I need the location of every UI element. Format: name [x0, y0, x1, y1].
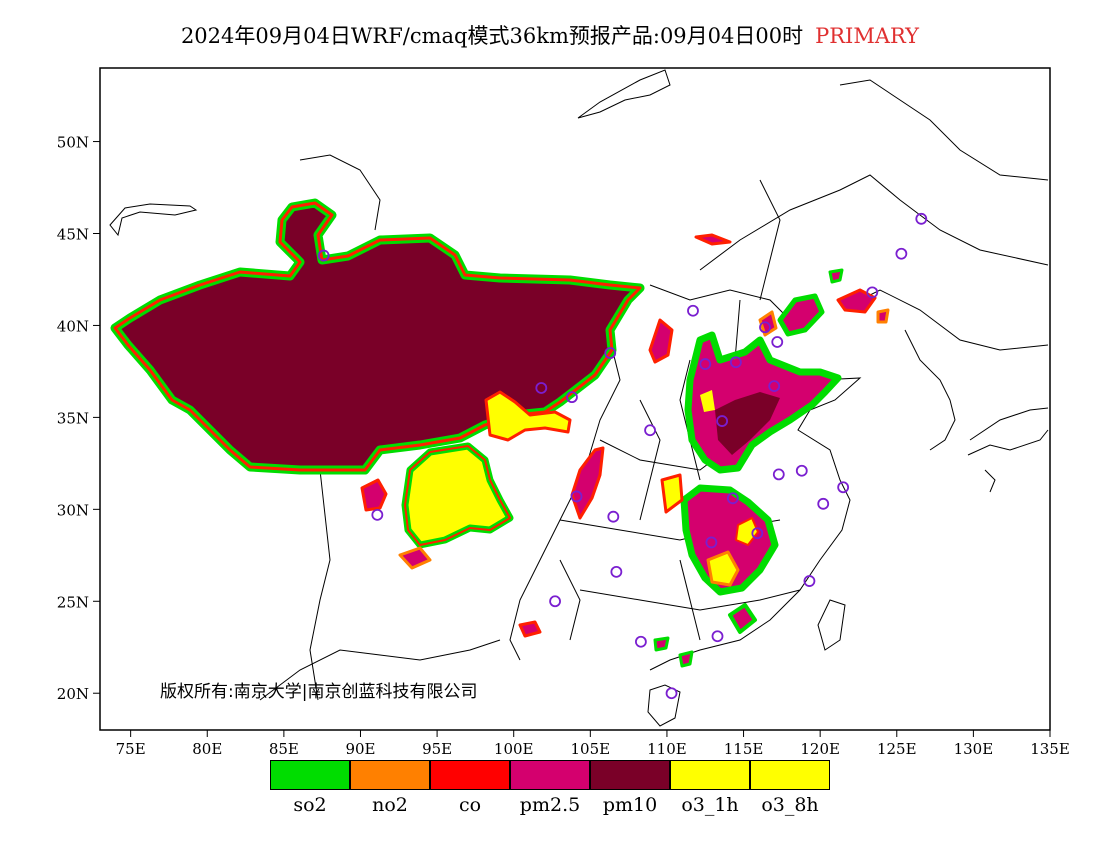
map-title: 2024年09月04日WRF/cmaq模式36km预报产品:09月04日00时 P…: [0, 20, 1100, 50]
lat-tick-label: 40N: [57, 317, 89, 335]
lat-tick-label: 30N: [57, 501, 89, 519]
station-marker: [817, 497, 830, 510]
station-marker: [711, 630, 724, 643]
legend-swatch-pm10: [590, 760, 670, 790]
station-marker: [895, 247, 908, 260]
lon-tick-label: 85E: [269, 740, 299, 758]
legend-label: pm2.5: [519, 794, 581, 816]
pm25-region-central: [680, 484, 779, 596]
legend-swatch-co: [430, 760, 510, 790]
lon-tick-label: 80E: [192, 740, 222, 758]
lat-tick-label: 25N: [57, 593, 89, 611]
lat-tick-label: 45N: [57, 226, 89, 244]
station-marker: [771, 336, 784, 348]
lon-tick-label: 135E: [1030, 740, 1070, 758]
pm10-region-north-china: [715, 392, 780, 455]
monitoring-stations: [317, 212, 928, 700]
pm25-region-tibet-west: [360, 478, 388, 512]
lat-tick-label: 20N: [57, 685, 89, 703]
legend-label: pm10: [602, 794, 658, 816]
station-marker: [729, 356, 742, 369]
station-marker: [759, 321, 771, 334]
station-marker: [566, 391, 578, 404]
station-marker: [317, 249, 330, 262]
station-marker: [634, 635, 647, 648]
forecast-map: 50N 45N 40N 35N 30N 25N 20N 75E 80E 85E 90E 95E 100E…: [57, 67, 1070, 758]
station-marker: [371, 508, 384, 521]
station-marker: [837, 481, 850, 494]
legend-swatch-no2: [350, 760, 430, 790]
legend-label: o3_1h: [681, 794, 739, 816]
station-marker: [549, 595, 561, 608]
lon-tick-label: 95E: [422, 740, 452, 758]
lon-tick-label: 75E: [116, 740, 146, 758]
station-marker: [570, 490, 583, 503]
o3-region-qinghai: [484, 390, 572, 442]
lat-tick-label: 35N: [57, 409, 89, 427]
legend-swatch-o38h: [750, 760, 830, 790]
station-marker: [705, 536, 718, 549]
copyright-text: 版权所有:南京大学|南京创蓝科技有限公司: [160, 682, 477, 702]
pm10-region-west-ring: [113, 201, 642, 472]
lat-tick-label: 50N: [57, 134, 89, 152]
status-label: PRIMARY: [815, 24, 920, 48]
station-marker: [610, 565, 623, 578]
lon-tick-label: 115E: [724, 740, 764, 758]
station-marker: [866, 286, 879, 299]
pollution-fields: [110, 198, 890, 668]
station-marker: [803, 575, 816, 587]
axis-ticks: 50N 45N 40N 35N 30N 25N 20N 75E 80E 85E 90E 95E 100E…: [57, 134, 1070, 758]
lon-tick-label: 100E: [494, 740, 534, 758]
lon-tick-label: 120E: [800, 740, 840, 758]
legend-label: no2: [372, 794, 408, 816]
o3-region-central: [706, 550, 740, 587]
station-marker: [644, 424, 656, 437]
legend-swatch-o31h: [670, 760, 750, 790]
lon-tick-label: 130E: [954, 740, 994, 758]
legend-label: co: [458, 794, 482, 816]
station-marker: [915, 212, 928, 225]
legend-label: o3_8h: [761, 794, 819, 816]
station-marker: [607, 510, 620, 523]
pm25-region-liaoning: [777, 293, 825, 337]
station-marker: [687, 304, 699, 317]
legend-swatch-pm25: [510, 760, 590, 790]
station-marker: [751, 527, 764, 540]
pm25-region-inner: [648, 318, 674, 364]
station-marker: [665, 687, 678, 700]
station-marker: [772, 468, 785, 481]
lon-tick-label: 110E: [647, 740, 687, 758]
title-text: 2024年09月04日WRF/cmaq模式36km预报产品:09月04日00时: [180, 24, 804, 48]
station-marker: [535, 382, 548, 394]
map-frame: [99, 67, 1051, 731]
station-marker: [795, 464, 808, 477]
station-marker: [716, 415, 728, 427]
lon-tick-label: 105E: [571, 740, 611, 758]
station-marker: [768, 380, 781, 393]
station-marker: [726, 492, 739, 505]
legend-label: so2: [293, 794, 327, 816]
pm25-region-sichuan: [570, 446, 605, 520]
lon-tick-label: 90E: [345, 740, 375, 758]
station-marker: [699, 358, 712, 370]
legend-swatch-so2: [270, 760, 350, 790]
station-marker: [604, 347, 617, 359]
lon-tick-label: 125E: [877, 740, 917, 758]
